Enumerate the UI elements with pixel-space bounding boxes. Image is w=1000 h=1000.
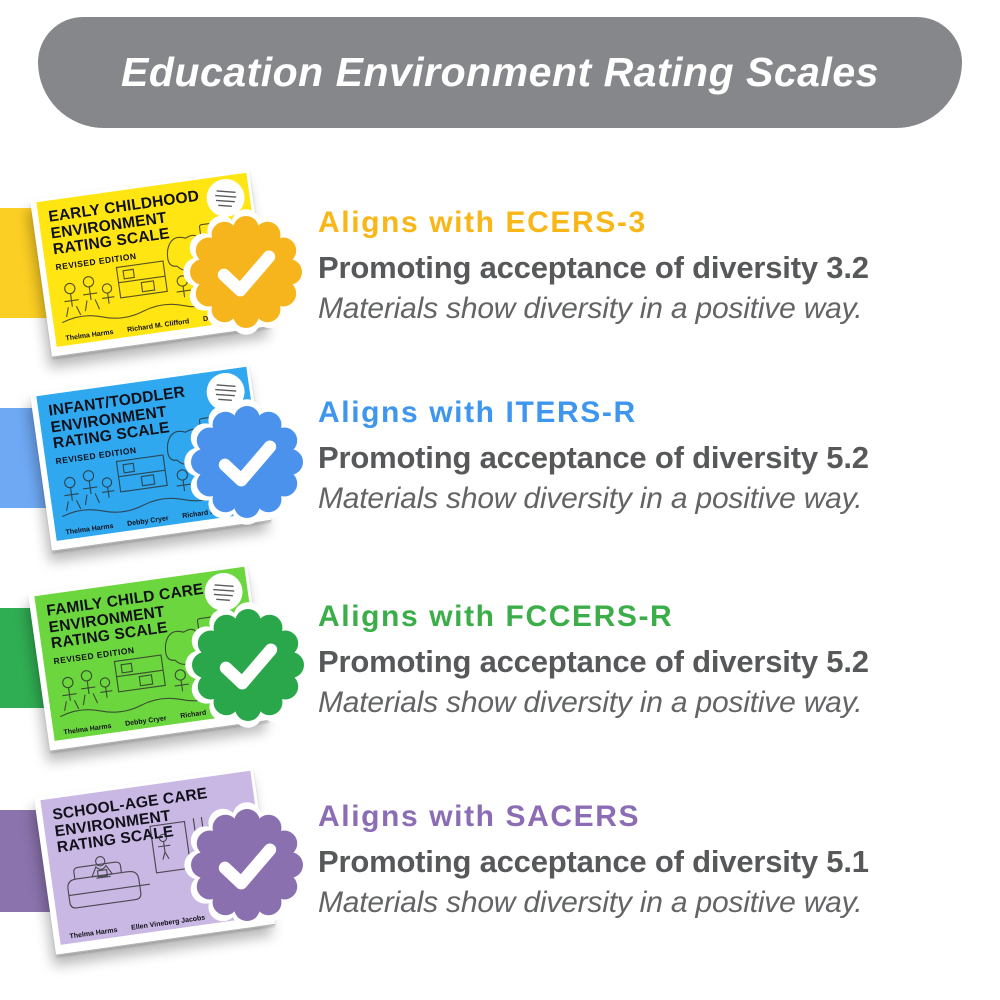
checkmark-badge-icon (181, 598, 315, 732)
indicator-detail: Materials show diversity in a positive w… (318, 482, 863, 516)
check-icon (218, 440, 277, 487)
aligns-heading: Aligns with ECERS-3 (318, 206, 647, 239)
banner: Education Environment Rating Scales (38, 17, 962, 128)
row-text-ecers: Aligns with ECERS-3 Promoting acceptance… (318, 206, 983, 327)
indicator-detail: Materials show diversity in a positive w… (318, 886, 863, 920)
check-icon (219, 643, 278, 690)
check-icon (217, 250, 276, 297)
aligns-heading: Aligns with FCCERS-R (318, 600, 674, 633)
check-icon (218, 843, 277, 890)
checkmark-badge-icon (179, 205, 313, 339)
indicator-text: Promoting acceptance of diversity 5.2 (318, 643, 869, 679)
row-text-iters: Aligns with ITERS-R Promoting acceptance… (318, 396, 983, 517)
row-text-sacers: Aligns with SACERS Promoting acceptance … (318, 800, 983, 921)
checkmark-badge-icon (180, 798, 314, 932)
indicator-text: Promoting acceptance of diversity 5.2 (318, 439, 869, 475)
page-title: Education Environment Rating Scales (121, 49, 879, 95)
indicator-text: Promoting acceptance of diversity 5.1 (318, 843, 869, 879)
checkmark-badge-icon (180, 395, 314, 529)
aligns-heading: Aligns with SACERS (318, 800, 641, 833)
indicator-text: Promoting acceptance of diversity 3.2 (318, 249, 869, 285)
aligns-heading: Aligns with ITERS-R (318, 396, 637, 429)
indicator-detail: Materials show diversity in a positive w… (318, 686, 863, 720)
indicator-detail: Materials show diversity in a positive w… (318, 292, 863, 326)
row-text-fccers: Aligns with FCCERS-R Promoting acceptanc… (318, 600, 983, 721)
